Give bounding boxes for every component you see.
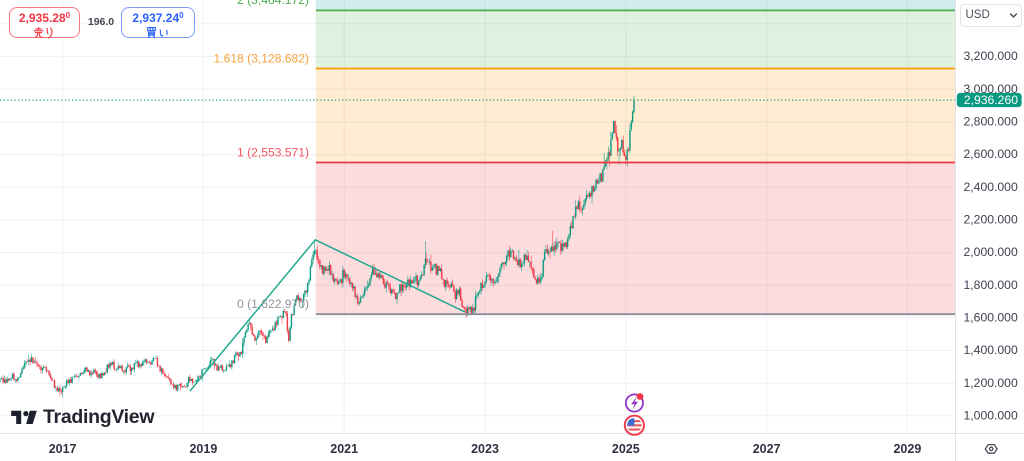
svg-text:3,000.000: 3,000.000 [964,82,1018,96]
svg-text:2019: 2019 [189,442,217,456]
svg-text:1 (2,553.571): 1 (2,553.571) [237,146,309,160]
svg-text:3,200.000: 3,200.000 [964,49,1018,63]
svg-text:2025: 2025 [612,442,640,456]
svg-text:2021: 2021 [330,442,358,456]
svg-text:0 (1,622.970): 0 (1,622.970) [237,297,309,311]
svg-text:1,000.000: 1,000.000 [964,409,1018,423]
svg-text:2 (3,464.172): 2 (3,464.172) [237,0,309,7]
svg-text:2,600.000: 2,600.000 [964,147,1018,161]
svg-text:1.618 (3,128.682): 1.618 (3,128.682) [214,52,309,66]
svg-text:1,200.000: 1,200.000 [964,376,1018,390]
svg-text:1,600.000: 1,600.000 [964,311,1018,325]
svg-text:2,000.000: 2,000.000 [964,245,1018,259]
svg-text:2,936.260: 2,936.260 [964,93,1018,107]
svg-text:2017: 2017 [49,442,77,456]
svg-text:2,400.000: 2,400.000 [964,180,1018,194]
svg-text:1,400.000: 1,400.000 [964,343,1018,357]
svg-text:2027: 2027 [753,442,781,456]
svg-text:2023: 2023 [471,442,499,456]
svg-text:1,800.000: 1,800.000 [964,278,1018,292]
svg-text:2,800.000: 2,800.000 [964,115,1018,129]
svg-text:2029: 2029 [893,442,921,456]
svg-text:2,200.000: 2,200.000 [964,213,1018,227]
